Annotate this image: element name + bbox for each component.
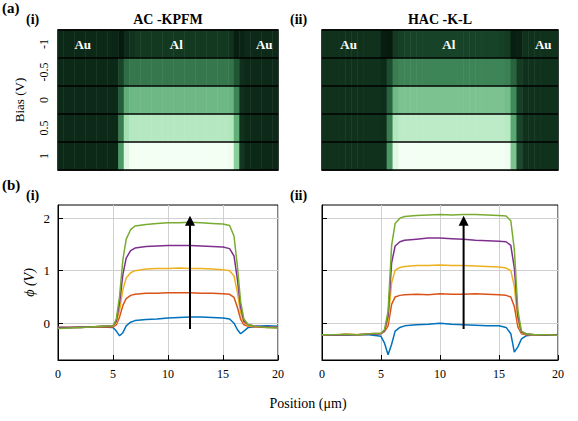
svg-text:1: 1 (37, 153, 51, 159)
svg-text:(i): (i) (26, 12, 40, 28)
svg-text:-1: -1 (37, 39, 51, 49)
svg-text:0: 0 (44, 316, 51, 331)
svg-text:10: 10 (162, 367, 174, 381)
svg-text:(a): (a) (2, 0, 20, 17)
svg-text:Al: Al (442, 37, 455, 52)
svg-text:ϕ (V): ϕ (V) (22, 268, 38, 297)
svg-text:HAC -K-L: HAC -K-L (408, 12, 472, 27)
svg-text:20: 20 (272, 367, 284, 381)
svg-text:15: 15 (493, 367, 505, 381)
svg-text:(i): (i) (26, 188, 40, 204)
svg-text:(b): (b) (2, 177, 20, 194)
svg-text:Au: Au (74, 37, 91, 52)
svg-text:Bias (V): Bias (V) (12, 78, 27, 122)
svg-text:0: 0 (55, 367, 61, 381)
svg-text:Al: Al (170, 37, 183, 52)
svg-text:5: 5 (110, 367, 116, 381)
svg-text:0.5: 0.5 (37, 121, 51, 136)
svg-text:5: 5 (378, 367, 384, 381)
svg-text:0: 0 (319, 367, 325, 381)
svg-text:15: 15 (217, 367, 229, 381)
svg-text:20: 20 (552, 367, 564, 381)
svg-text:10: 10 (434, 367, 446, 381)
svg-text:2: 2 (44, 211, 51, 226)
svg-text:1: 1 (44, 263, 51, 278)
svg-text:-0.5: -0.5 (37, 63, 51, 82)
svg-text:Position (μm): Position (μm) (269, 396, 346, 412)
svg-text:0: 0 (37, 97, 51, 103)
svg-text:Au: Au (340, 37, 357, 52)
svg-text:(ii): (ii) (290, 12, 307, 28)
svg-text:Au: Au (535, 37, 552, 52)
svg-text:Au: Au (256, 37, 273, 52)
svg-text:(ii): (ii) (290, 188, 307, 204)
svg-text:AC -KPFM: AC -KPFM (133, 12, 203, 27)
